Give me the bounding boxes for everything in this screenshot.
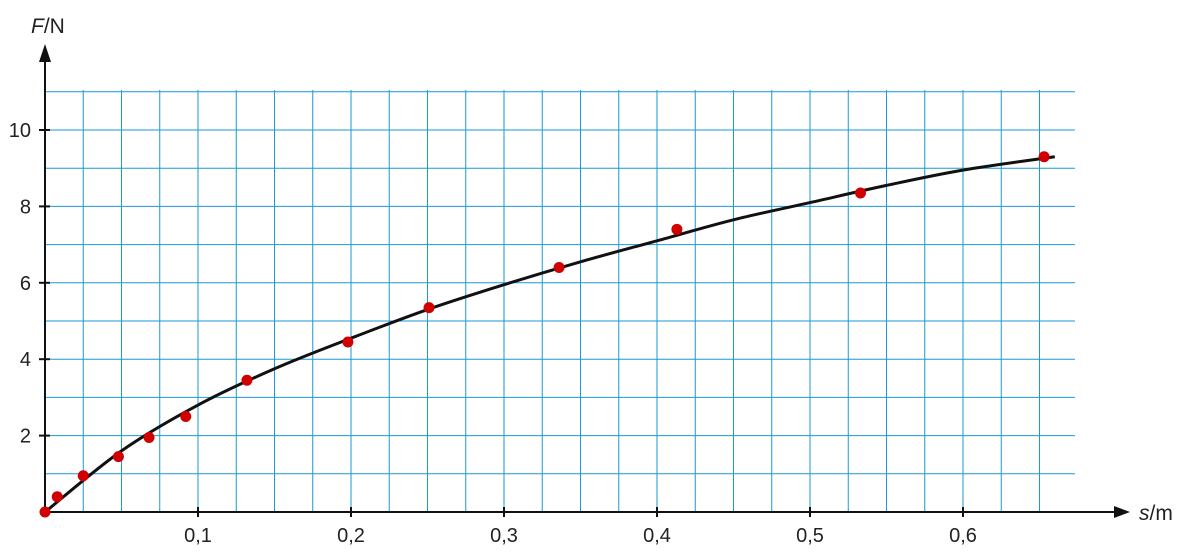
x-tick-label: 0,3 (490, 525, 518, 547)
x-tick-label: 0,5 (796, 525, 824, 547)
data-point (39, 506, 51, 518)
data-point (143, 432, 155, 444)
y-tick-label: 2 (20, 426, 31, 448)
data-point (112, 451, 124, 463)
data-point (671, 223, 683, 235)
y-tick-label: 10 (9, 120, 31, 142)
data-point (241, 374, 253, 386)
data-point (342, 336, 354, 348)
y-axis-arrow-icon (39, 44, 51, 62)
data-point (553, 262, 565, 274)
data-point (854, 187, 866, 199)
x-tick-label: 0,4 (643, 525, 671, 547)
x-axis-arrow-icon (1114, 506, 1130, 518)
data-point (1038, 151, 1050, 163)
chart-grid (45, 90, 1075, 512)
y-tick-label: 6 (20, 273, 31, 295)
data-point (180, 411, 192, 422)
y-tick-label: 4 (20, 349, 31, 371)
fit-curve-group (44, 155, 1056, 514)
axis-ticks: 0,1 0,2 0,3 0,4 0,5 0,6 2 4 6 8 10 (9, 120, 977, 547)
fit-curve (44, 155, 1056, 514)
data-points (39, 151, 1050, 518)
x-axis-label: s/m (1139, 502, 1173, 525)
data-point (77, 470, 89, 482)
chart-axes (39, 44, 1130, 518)
y-tick-label: 8 (20, 196, 31, 218)
data-point (51, 491, 63, 503)
x-tick-label: 0,2 (337, 525, 365, 547)
y-axis-label: F/N (31, 15, 65, 38)
x-tick-label: 0,1 (184, 525, 212, 547)
x-tick-label: 0,6 (949, 525, 977, 547)
data-point (423, 302, 435, 314)
